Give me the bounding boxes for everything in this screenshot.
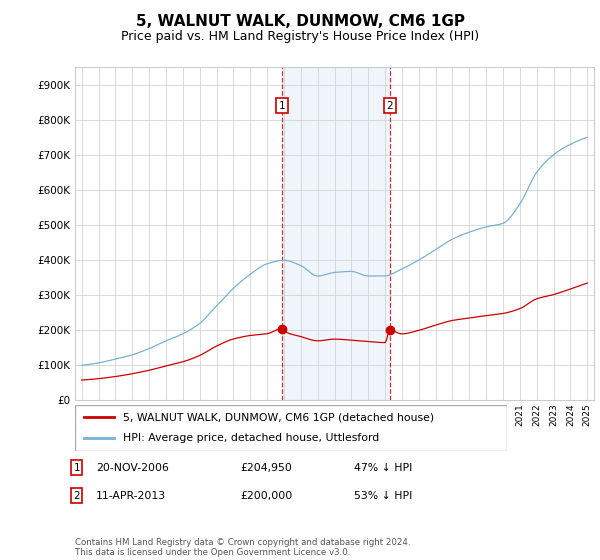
Text: 47% ↓ HPI: 47% ↓ HPI <box>354 463 412 473</box>
Text: 2: 2 <box>386 101 393 111</box>
Bar <box>282 67 390 400</box>
Text: 1: 1 <box>279 101 286 111</box>
Text: £204,950: £204,950 <box>240 463 292 473</box>
Text: 53% ↓ HPI: 53% ↓ HPI <box>354 491 412 501</box>
Text: 5, WALNUT WALK, DUNMOW, CM6 1GP (detached house): 5, WALNUT WALK, DUNMOW, CM6 1GP (detache… <box>122 412 434 422</box>
Text: 5, WALNUT WALK, DUNMOW, CM6 1GP: 5, WALNUT WALK, DUNMOW, CM6 1GP <box>136 14 464 29</box>
Text: 1: 1 <box>73 463 80 473</box>
Text: HPI: Average price, detached house, Uttlesford: HPI: Average price, detached house, Uttl… <box>122 433 379 444</box>
Text: 11-APR-2013: 11-APR-2013 <box>96 491 166 501</box>
Text: 2: 2 <box>73 491 80 501</box>
Text: Contains HM Land Registry data © Crown copyright and database right 2024.
This d: Contains HM Land Registry data © Crown c… <box>75 538 410 557</box>
Text: Price paid vs. HM Land Registry's House Price Index (HPI): Price paid vs. HM Land Registry's House … <box>121 30 479 43</box>
Text: £200,000: £200,000 <box>240 491 292 501</box>
Text: 20-NOV-2006: 20-NOV-2006 <box>96 463 169 473</box>
FancyBboxPatch shape <box>75 405 507 451</box>
